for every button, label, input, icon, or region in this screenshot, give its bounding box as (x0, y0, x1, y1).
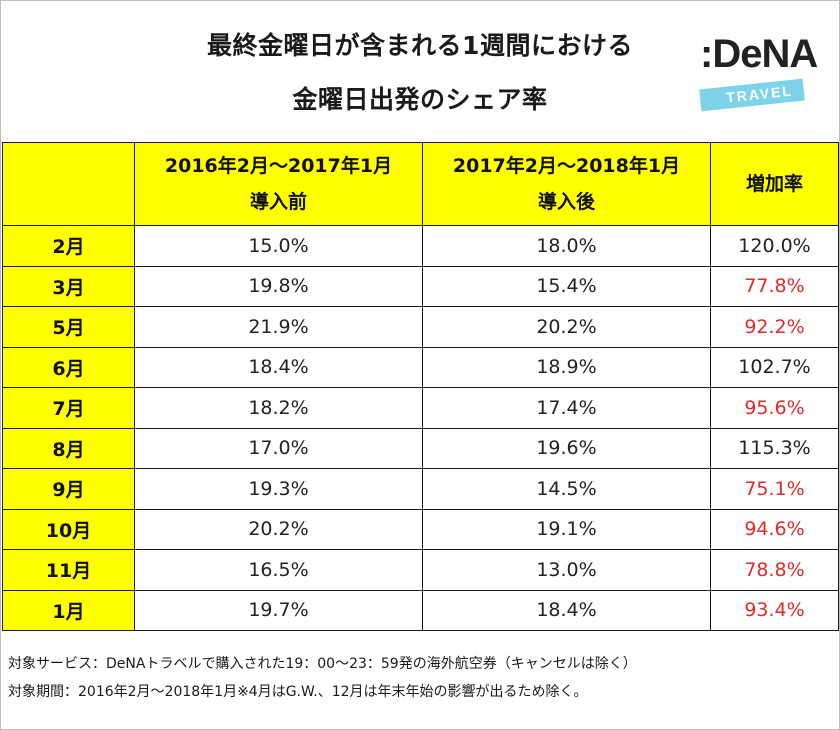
before-cell: 15.0% (134, 225, 423, 267)
month-cell: 10月 (2, 508, 135, 550)
before-cell: 19.3% (134, 468, 423, 510)
after-cell: 20.2% (422, 306, 711, 348)
table-row: 8月 17.0% 19.6% 115.3% (2, 427, 839, 469)
note-period: 対象期間：2016年2月～2018年1月※4月はG.W.、12月は年末年始の影響… (8, 684, 588, 700)
before-cell: 17.0% (134, 427, 423, 469)
rate-cell: 78.8% (710, 549, 839, 591)
header-before-period: 2016年2月～2017年1月 (164, 154, 393, 177)
month-cell: 3月 (2, 265, 135, 307)
table-row: 1月 19.7% 18.4% 93.4% (2, 589, 839, 631)
before-cell: 18.4% (134, 346, 423, 388)
after-cell: 18.4% (422, 589, 711, 631)
before-cell: 20.2% (134, 508, 423, 550)
title-line-1: 最終金曜日が含まれる1週間における (207, 31, 633, 60)
header-before: 2016年2月～2017年1月 導入前 (134, 142, 423, 226)
before-cell: 19.7% (134, 589, 423, 631)
table-row: 7月 18.2% 17.4% 95.6% (2, 387, 839, 429)
table-row: 2月 15.0% 18.0% 120.0% (2, 225, 839, 267)
logo-main-text: :DeNA (700, 32, 818, 76)
header-rate: 増加率 (710, 142, 839, 226)
share-table: 2016年2月～2017年1月 導入前 2017年2月～2018年1月 導入後 … (2, 142, 839, 631)
before-cell: 19.8% (134, 265, 423, 307)
after-cell: 13.0% (422, 549, 711, 591)
month-cell: 9月 (2, 468, 135, 510)
after-cell: 17.4% (422, 387, 711, 429)
rate-cell: 92.2% (710, 306, 839, 348)
after-cell: 18.0% (422, 225, 711, 267)
before-cell: 16.5% (134, 549, 423, 591)
after-cell: 19.1% (422, 508, 711, 550)
before-cell: 21.9% (134, 306, 423, 348)
after-cell: 18.9% (422, 346, 711, 388)
header-row: 2016年2月～2017年1月 導入前 2017年2月～2018年1月 導入後 … (2, 142, 839, 226)
rate-cell: 94.6% (710, 508, 839, 550)
rate-cell: 115.3% (710, 427, 839, 469)
header-corner (2, 142, 135, 226)
rate-cell: 75.1% (710, 468, 839, 510)
note-service: 対象サービス：DeNAトラベルで購入された19：00～23：59発の海外航空券（… (8, 656, 637, 672)
title-line-2: 金曜日出発のシェア率 (292, 85, 548, 114)
rate-cell: 102.7% (710, 346, 839, 388)
rate-cell: 95.6% (710, 387, 839, 429)
dena-travel-logo: :DeNA TRAVEL (699, 32, 818, 112)
header-before-label: 導入前 (249, 191, 307, 213)
after-cell: 19.6% (422, 427, 711, 469)
month-cell: 11月 (2, 549, 135, 591)
before-cell: 18.2% (134, 387, 423, 429)
month-cell: 5月 (2, 306, 135, 348)
month-cell: 7月 (2, 387, 135, 429)
header-after-period: 2017年2月～2018年1月 (452, 154, 681, 177)
header-after: 2017年2月～2018年1月 導入後 (422, 142, 711, 226)
table-row: 5月 21.9% 20.2% 92.2% (2, 306, 839, 348)
rate-cell: 93.4% (710, 589, 839, 631)
rate-cell: 77.8% (710, 265, 839, 307)
table-row: 11月 16.5% 13.0% 78.8% (2, 549, 839, 591)
after-cell: 15.4% (422, 265, 711, 307)
table-row: 10月 20.2% 19.1% 94.6% (2, 508, 839, 550)
month-cell: 2月 (2, 225, 135, 267)
table-row: 6月 18.4% 18.9% 102.7% (2, 346, 839, 388)
after-cell: 14.5% (422, 468, 711, 510)
header-after-label: 導入後 (537, 191, 595, 213)
rate-cell: 120.0% (710, 225, 839, 267)
month-cell: 6月 (2, 346, 135, 388)
month-cell: 1月 (2, 589, 135, 631)
month-cell: 8月 (2, 427, 135, 469)
table-row: 3月 19.8% 15.4% 77.8% (2, 265, 839, 307)
table-row: 9月 19.3% 14.5% 75.1% (2, 468, 839, 510)
